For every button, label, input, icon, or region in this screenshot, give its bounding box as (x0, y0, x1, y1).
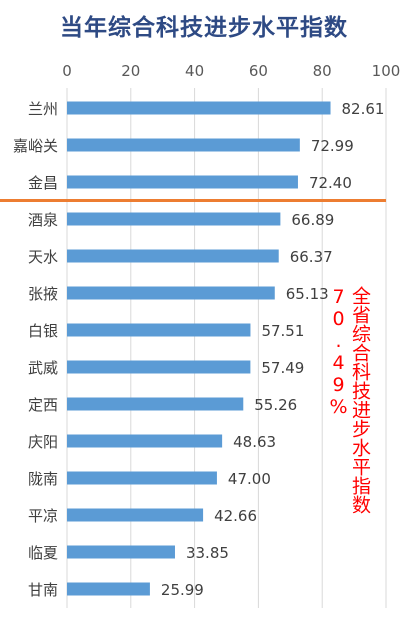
x-tick-label: 0 (62, 62, 72, 80)
category-label: 酒泉 (28, 211, 58, 229)
category-label: 嘉峪关 (13, 137, 58, 155)
bar (67, 508, 204, 522)
category-label: 兰州 (28, 100, 58, 118)
x-tick-label: 60 (249, 62, 268, 80)
category-label: 定西 (28, 396, 58, 414)
x-tick-label: 100 (372, 62, 401, 80)
category-label: 白银 (28, 322, 58, 340)
data-label: 48.63 (233, 433, 276, 451)
x-tick-label: 40 (185, 62, 204, 80)
bar (67, 138, 300, 152)
category-label: 临夏 (28, 544, 58, 562)
category-label: 甘南 (28, 581, 58, 599)
bar (67, 212, 281, 226)
bar (67, 101, 331, 115)
category-label: 平凉 (28, 507, 58, 525)
x-tick-label: 20 (121, 62, 140, 80)
bar (67, 434, 223, 448)
data-label: 72.99 (311, 137, 354, 155)
bar (67, 249, 279, 263)
bar (67, 545, 175, 559)
data-label: 57.49 (261, 359, 304, 377)
category-label: 武威 (28, 359, 58, 377)
data-label: 66.37 (290, 248, 333, 266)
category-label: 庆阳 (28, 433, 58, 451)
chart-title: 当年综合科技进步水平指数 (60, 14, 348, 41)
category-label: 天水 (28, 248, 58, 266)
category-label: 金昌 (28, 174, 58, 192)
category-label: 张掖 (28, 285, 58, 303)
province-average-annotation: 全省综合科技进步水平指数70.49% (327, 286, 372, 514)
data-label: 57.51 (261, 322, 304, 340)
bar (67, 323, 251, 337)
data-label: 66.89 (291, 211, 334, 229)
bar (67, 360, 251, 374)
data-label: 82.61 (342, 100, 385, 118)
bar (67, 582, 150, 596)
category-label: 陇南 (28, 470, 58, 488)
data-label: 65.13 (286, 285, 329, 303)
data-label: 72.40 (309, 174, 352, 192)
bar (67, 175, 298, 189)
data-label: 33.85 (186, 544, 229, 562)
data-label: 55.26 (254, 396, 297, 414)
bar (67, 286, 275, 300)
data-label: 47.00 (228, 470, 271, 488)
data-label: 25.99 (161, 581, 204, 599)
bar (67, 397, 244, 411)
bar (67, 471, 217, 485)
data-label: 42.66 (214, 507, 257, 525)
x-tick-label: 80 (313, 62, 332, 80)
